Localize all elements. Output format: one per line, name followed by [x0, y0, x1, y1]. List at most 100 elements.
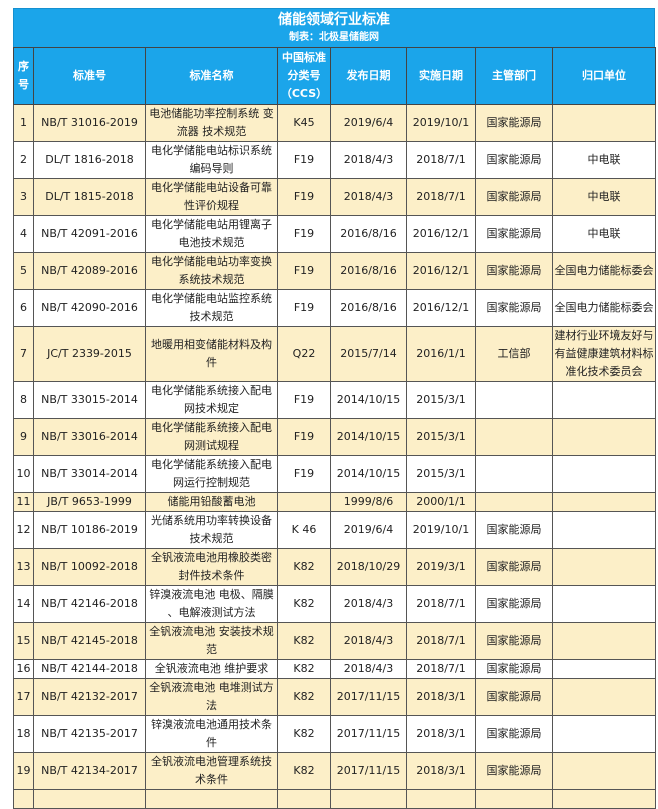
cell-standard-number: NB/T 42089-2016 [33, 252, 146, 290]
standards-sheet: 储能领域行业标准 制表：北极星储能网 序 号标准号 标准名称 中国标准 分类号 （C… [13, 8, 656, 809]
table-row: 1 NB/T 31016-2019 电池储能功率控制系统 变 流器 技术规范 K45 2… [13, 104, 656, 142]
cell-responsible-unit [552, 585, 656, 623]
cell-department [475, 381, 553, 419]
cell-effective-date: 2016/12/1 [406, 252, 476, 290]
cell-effective-date: 2016/1/1 [406, 326, 476, 382]
cell-standard-number: NB/T 33015-2014 [33, 381, 146, 419]
table-row: 17 NB/T 42132-2017 全钒液流电池 电堆测试方 法 K82 2017/1… [13, 678, 656, 716]
cell-department: 国家能源局 [475, 289, 553, 327]
table-row: 15 NB/T 42145-2018 全钒液流电池 安装技术规 范 K82 2018/4… [13, 622, 656, 660]
cell-index: 14 [13, 585, 34, 623]
cell-index: 11 [13, 492, 34, 512]
cell-effective-date [406, 789, 476, 809]
cell-effective-date: 2018/7/1 [406, 585, 476, 623]
cell-standard-name: 锌溴液流电池 电极、隔膜 、电解液测试方法 [145, 585, 278, 623]
cell-effective-date: 2015/3/1 [406, 381, 476, 419]
cell-index [13, 789, 34, 809]
cell-standard-number: JC/T 2339-2015 [33, 326, 146, 382]
table-row: 3 DL/T 1815-2018 电化学储能电站设备可靠 性评价规程 F19 2018/… [13, 178, 656, 216]
cell-publish-date: 2017/11/15 [330, 678, 407, 716]
table-row: 14 NB/T 42146-2018 锌溴液流电池 电极、隔膜 、电解液测试方法 K8… [13, 585, 656, 623]
cell-responsible-unit [552, 381, 656, 419]
cell-index: 18 [13, 715, 34, 753]
cell-publish-date: 2017/11/15 [330, 752, 407, 790]
cell-standard-name: 电化学储能电站设备可靠 性评价规程 [145, 178, 278, 216]
column-header-ccs-code: 中国标准 分类号 （CCS） [277, 47, 331, 105]
table-row: 11 JB/T 9653-1999 储能用铅酸蓄电池 1999/8/6 2000/1/1 [13, 492, 656, 512]
cell-responsible-unit [552, 752, 656, 790]
cell-index: 7 [13, 326, 34, 382]
cell-responsible-unit [552, 455, 656, 493]
cell-effective-date: 2018/3/1 [406, 678, 476, 716]
cell-ccs-code: F19 [277, 178, 331, 216]
cell-index: 17 [13, 678, 34, 716]
cell-ccs-code: K82 [277, 548, 331, 586]
cell-ccs-code: K 46 [277, 511, 331, 549]
cell-responsible-unit: 中电联 [552, 141, 656, 179]
column-header-publish-date: 发布日期 [330, 47, 407, 105]
cell-responsible-unit [552, 511, 656, 549]
cell-department: 国家能源局 [475, 511, 553, 549]
cell-responsible-unit: 全国电力储能标委会 [552, 289, 656, 327]
cell-standard-number: NB/T 42146-2018 [33, 585, 146, 623]
column-header-standard-name: 标准名称 [145, 47, 278, 105]
table-row: 12 NB/T 10186-2019 光储系统用功率转换设备 技术规范 K 46 201… [13, 511, 656, 549]
cell-responsible-unit: 全国电力储能标委会 [552, 252, 656, 290]
cell-publish-date: 2016/8/16 [330, 252, 407, 290]
cell-standard-number: NB/T 42132-2017 [33, 678, 146, 716]
cell-effective-date: 2015/3/1 [406, 418, 476, 456]
cell-department: 国家能源局 [475, 215, 553, 253]
cell-ccs-code: K82 [277, 659, 331, 679]
cell-index: 15 [13, 622, 34, 660]
cell-index: 13 [13, 548, 34, 586]
cell-standard-number: NB/T 33014-2014 [33, 455, 146, 493]
cell-standard-number: NB/T 10186-2019 [33, 511, 146, 549]
table-row: 4 NB/T 42091-2016 电化学储能电站用锂离子 电池技术规范 F19 201… [13, 215, 656, 253]
cell-ccs-code: K82 [277, 715, 331, 753]
cell-index: 6 [13, 289, 34, 327]
cell-effective-date: 2018/7/1 [406, 141, 476, 179]
sheet-title: 储能领域行业标准 [278, 12, 390, 28]
cell-index: 8 [13, 381, 34, 419]
cell-responsible-unit [552, 104, 656, 142]
cell-effective-date: 2018/7/1 [406, 178, 476, 216]
cell-responsible-unit [552, 715, 656, 753]
table-row: 8 NB/T 33015-2014 电化学储能系统接入配电 网技术规定 F19 2014… [13, 381, 656, 419]
sheet-subtitle: 制表：北极星储能网 [289, 32, 379, 43]
cell-ccs-code [277, 492, 331, 512]
cell-standard-number: NB/T 42145-2018 [33, 622, 146, 660]
cell-responsible-unit: 中电联 [552, 178, 656, 216]
cell-responsible-unit [552, 548, 656, 586]
cell-publish-date: 2018/4/3 [330, 178, 407, 216]
cell-index: 4 [13, 215, 34, 253]
cell-standard-number: NB/T 10092-2018 [33, 548, 146, 586]
cell-standard-name: 全钒液流电池用橡胶类密 封件技术条件 [145, 548, 278, 586]
cell-standard-name: 电化学储能电站标识系统 编码导则 [145, 141, 278, 179]
cell-standard-name: 电化学储能电站监控系统 技术规范 [145, 289, 278, 327]
cell-index: 2 [13, 141, 34, 179]
cell-standard-name: 电化学储能系统接入配电 网运行控制规范 [145, 455, 278, 493]
cell-index: 9 [13, 418, 34, 456]
cell-publish-date: 2014/10/15 [330, 381, 407, 419]
cell-publish-date: 2017/11/15 [330, 715, 407, 753]
table-row: 10 NB/T 33014-2014 电化学储能系统接入配电 网运行控制规范 F19 2… [13, 455, 656, 493]
table-row: 18 NB/T 42135-2017 锌溴液流电池通用技术条 件 K82 2017/11… [13, 715, 656, 753]
cell-standard-name: 电化学储能系统接入配电 网测试规程 [145, 418, 278, 456]
table-row: 9 NB/T 33016-2014 电化学储能系统接入配电 网测试规程 F19 2014… [13, 418, 656, 456]
cell-department: 国家能源局 [475, 715, 553, 753]
cell-index: 16 [13, 659, 34, 679]
cell-standard-number: NB/T 31016-2019 [33, 104, 146, 142]
cell-effective-date: 2015/3/1 [406, 455, 476, 493]
cell-publish-date: 2014/10/15 [330, 418, 407, 456]
column-header-effective-date: 实施日期 [406, 47, 476, 105]
column-header-standard-number: 标准号 [33, 47, 146, 105]
table-row: 6 NB/T 42090-2016 电化学储能电站监控系统 技术规范 F19 2016/… [13, 289, 656, 327]
standards-table: 序 号标准号 标准名称 中国标准 分类号 （CCS） 发布日期 实施日期 主管部门 归口单位… [13, 47, 656, 809]
cell-standard-name: 电化学储能系统接入配电 网技术规定 [145, 381, 278, 419]
table-row: 19 NB/T 42134-2017 全钒液流电池管理系统技 术条件 K82 2017/… [13, 752, 656, 790]
cell-department [475, 492, 553, 512]
cell-ccs-code: F19 [277, 215, 331, 253]
cell-department: 国家能源局 [475, 585, 553, 623]
cell-ccs-code: F19 [277, 252, 331, 290]
cell-ccs-code: K45 [277, 104, 331, 142]
